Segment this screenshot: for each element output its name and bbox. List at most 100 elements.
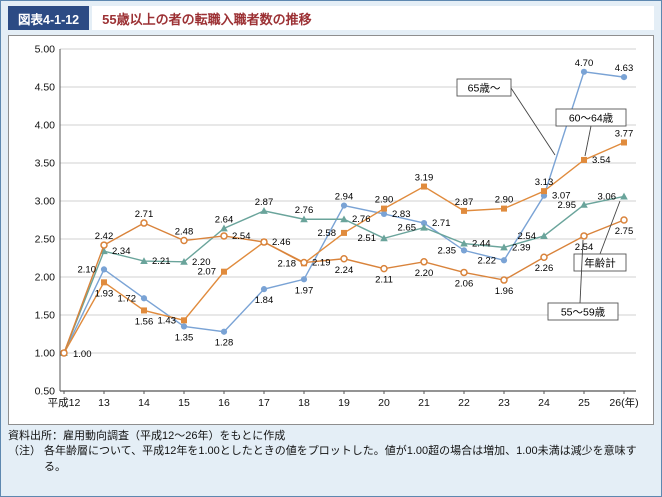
x-tick-label: 21	[418, 397, 430, 409]
data-label: 2.87	[455, 197, 474, 208]
marker-open-circle	[500, 276, 508, 284]
data-label: 2.90	[375, 195, 394, 206]
series-label-box	[456, 78, 512, 97]
data-label: 2.20	[192, 257, 211, 268]
marker-triangle	[620, 192, 628, 200]
marker-circle	[420, 219, 428, 227]
marker-open-circle	[260, 238, 268, 246]
data-label: 1.35	[175, 332, 194, 343]
marker-open-circle	[340, 255, 348, 263]
data-label: 3.54	[592, 155, 611, 166]
series-label: 年齢計	[584, 257, 616, 270]
data-label: 2.75	[615, 226, 634, 237]
x-tick-label: 18	[298, 397, 310, 409]
data-label: 4.63	[615, 63, 634, 74]
x-tick-label: 19	[338, 397, 350, 409]
x-tick-label: 13	[98, 397, 110, 409]
data-label: 1.97	[295, 285, 314, 296]
data-label: 2.26	[535, 263, 554, 274]
figure-number-badge: 図表4-1-12	[8, 6, 90, 30]
marker-triangle	[220, 224, 228, 232]
note-label: （注）	[8, 445, 41, 458]
data-label: 2.35	[438, 245, 457, 256]
marker-circle	[540, 192, 548, 199]
x-tick-label: 23	[498, 397, 510, 409]
marker-open-circle	[460, 268, 468, 277]
marker-circle	[500, 257, 508, 264]
data-label: 2.46	[272, 237, 291, 248]
marker-open-circle	[540, 253, 548, 261]
marker-circle	[580, 68, 588, 75]
y-tick-label: 1.00	[35, 348, 56, 360]
marker-triangle	[380, 234, 388, 242]
marker-triangle	[540, 232, 548, 239]
marker-circle	[100, 266, 108, 273]
y-tick-label: 3.50	[35, 158, 56, 170]
marker-open-circle	[100, 241, 108, 249]
series-label: 60〜64歳	[569, 113, 614, 125]
annotation-leader-line	[599, 200, 621, 255]
marker-open-circle	[420, 258, 428, 266]
data-label: 2.76	[352, 214, 371, 225]
marker-square	[381, 205, 387, 212]
data-label: 1.93	[95, 288, 114, 299]
marker-circle	[340, 202, 348, 209]
marker-open-circle	[620, 216, 628, 224]
y-tick-label: 2.00	[35, 272, 56, 284]
data-label: 2.54	[575, 242, 594, 253]
marker-open-circle	[580, 232, 588, 240]
series-label: 55〜59歳	[561, 307, 606, 319]
marker-circle	[140, 295, 148, 302]
data-label: 1.84	[255, 295, 274, 306]
figure-footer: 資料出所：雇用動向調査（平成12〜26年）をもとに作成 （注） 各年齢層について…	[8, 429, 654, 475]
series-label-box	[573, 253, 627, 272]
data-label: 2.48	[175, 227, 194, 238]
x-tick-label: 17	[258, 397, 270, 409]
y-tick-label: 0.50	[35, 386, 56, 398]
marker-square	[501, 205, 507, 212]
data-label: 2.95	[558, 200, 577, 211]
marker-square	[141, 307, 147, 314]
series-label-box	[555, 108, 627, 127]
y-tick-label: 4.50	[35, 82, 56, 94]
x-tick-label: 15	[178, 397, 190, 409]
data-label: 1.56	[135, 316, 154, 327]
data-label: 2.71	[135, 209, 154, 220]
data-label: 3.07	[552, 191, 571, 202]
data-label: 2.24	[335, 265, 354, 276]
marker-triangle	[340, 215, 348, 223]
x-tick-label: 24	[538, 397, 550, 409]
marker-open-circle	[300, 258, 308, 267]
series-label: 65歳〜	[468, 83, 501, 95]
marker-triangle	[460, 239, 468, 247]
marker-open-circle	[140, 219, 148, 227]
marker-square	[341, 229, 347, 236]
data-label: 2.64	[215, 214, 234, 225]
y-tick-label: 1.50	[35, 310, 56, 322]
data-label: 2.06	[455, 278, 474, 289]
marker-triangle	[500, 243, 508, 251]
marker-triangle	[180, 258, 188, 265]
marker-triangle	[140, 257, 148, 265]
data-label: 2.39	[512, 242, 531, 253]
marker-triangle	[100, 247, 108, 255]
marker-circle	[300, 276, 308, 283]
marker-square	[621, 139, 627, 146]
series-line-3	[63, 219, 625, 354]
marker-square	[221, 268, 227, 275]
data-label: 2.34	[112, 246, 131, 257]
figure-header: 図表4-1-12 55歳以上の者の転職入職者数の推移	[8, 6, 654, 30]
marker-circle	[380, 210, 388, 218]
marker-triangle	[300, 215, 308, 223]
data-label: 2.87	[255, 197, 274, 208]
data-label: 4.70	[575, 58, 594, 69]
series-label-box	[547, 302, 619, 321]
data-label: 2.11	[375, 275, 393, 286]
marker-square	[461, 207, 467, 214]
data-label: 3.77	[615, 128, 634, 139]
marker-circle	[220, 328, 228, 335]
x-tick-label: 平成12	[48, 397, 81, 409]
marker-square	[421, 183, 427, 190]
x-tick-label: 26(年)	[609, 396, 638, 409]
y-tick-label: 2.50	[35, 234, 56, 246]
